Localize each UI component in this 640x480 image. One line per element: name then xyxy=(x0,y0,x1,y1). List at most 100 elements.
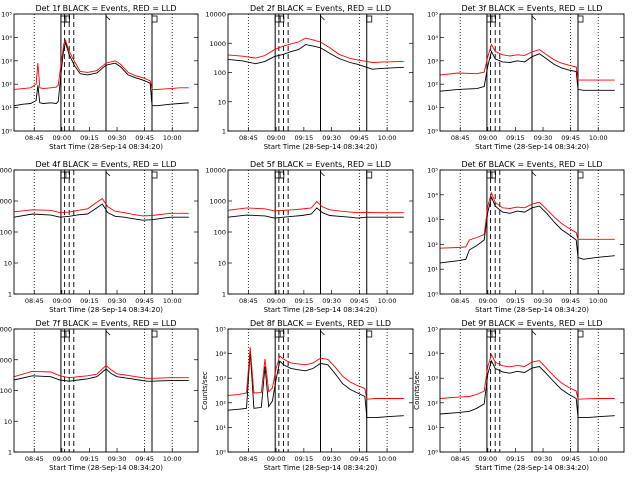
series-events-line xyxy=(13,203,189,221)
region-marker xyxy=(577,171,584,179)
y-tick-label: 10⁰ xyxy=(427,128,438,136)
y-tick-label: 10⁰ xyxy=(427,449,438,457)
y-tick-label: 10⁴ xyxy=(427,34,438,42)
x-tick-label: 10:00 xyxy=(378,455,397,463)
arrow-marker xyxy=(531,171,537,180)
x-tick-label: 09:30 xyxy=(108,455,127,463)
y-tick-label: 10⁴ xyxy=(215,350,226,358)
y-tick-label: 10⁵ xyxy=(427,11,438,19)
x-axis-label: Start Time (28-Sep-14 08:34:20) xyxy=(475,306,589,314)
region-marker xyxy=(278,330,285,338)
panel-title: Det 9f BLACK = Events, RED = LLD xyxy=(461,319,602,328)
x-tick-label: 09:15 xyxy=(294,455,313,463)
arrow-marker xyxy=(105,15,111,24)
series-lld-line xyxy=(13,197,189,217)
y-tick-label: 10¹ xyxy=(427,424,438,432)
x-axis-label: Start Time (28-Sep-14 08:34:20) xyxy=(49,306,163,314)
y-tick-label: 10⁵ xyxy=(1,11,12,19)
series-lld-line xyxy=(439,353,615,400)
region-marker xyxy=(60,330,67,338)
y-tick-label: 100 xyxy=(0,387,12,395)
x-tick-label: 10:00 xyxy=(163,297,182,305)
y-tick-label: 10⁰ xyxy=(1,128,12,136)
y-tick-label: 10⁴ xyxy=(427,191,438,199)
x-tick-label: 08:45 xyxy=(239,455,258,463)
plot-frame xyxy=(439,328,625,453)
x-tick-label: 09:30 xyxy=(534,134,553,142)
plot-frame xyxy=(439,169,625,295)
region-marker xyxy=(366,171,373,179)
x-tick-label: 09:15 xyxy=(294,134,313,142)
y-axis-label: Counts/sec xyxy=(413,371,421,410)
panel-title: Det 7f BLACK = Events, RED = LLD xyxy=(35,319,176,328)
x-tick-label: 10:00 xyxy=(589,134,608,142)
x-tick-label: 10:00 xyxy=(163,134,182,142)
region-marker xyxy=(366,15,373,23)
x-tick-label: 09:15 xyxy=(80,455,99,463)
series-events-line xyxy=(227,351,404,419)
x-tick-label: 08:45 xyxy=(25,297,44,305)
y-tick-label: 10¹ xyxy=(1,104,12,112)
x-tick-label: 09:45 xyxy=(135,297,154,305)
series-events-line xyxy=(439,359,615,419)
y-tick-label: 10⁵ xyxy=(427,326,438,334)
x-tick-label: 09:30 xyxy=(322,455,341,463)
series-events-line xyxy=(13,368,189,382)
x-tick-label: 09:15 xyxy=(294,297,313,305)
panel-5: 1 10 100 1000 10000 08:45 09:00 09:15 09:30 09:45… xyxy=(205,160,414,314)
region-marker xyxy=(486,330,493,338)
region-marker xyxy=(577,15,584,23)
x-tick-label: 09:00 xyxy=(52,134,71,142)
x-tick-label: 09:30 xyxy=(534,455,553,463)
series-lld-line xyxy=(13,364,189,379)
x-tick-label: 09:30 xyxy=(534,297,553,305)
y-tick-label: 10000 xyxy=(205,11,226,19)
y-tick-label: 10 xyxy=(4,418,12,426)
region-marker xyxy=(274,330,281,338)
series-lld-line xyxy=(227,37,404,63)
series-lld-line xyxy=(227,201,404,214)
x-tick-label: 09:00 xyxy=(267,455,286,463)
region-marker xyxy=(274,171,281,179)
arrow-marker xyxy=(320,15,325,24)
x-axis-label: Start Time (28-Sep-14 08:34:20) xyxy=(264,464,378,472)
region-marker xyxy=(274,15,281,23)
plot-frame xyxy=(13,13,199,132)
series-lld-line xyxy=(13,39,189,90)
y-tick-label: 10000 xyxy=(0,326,12,334)
panel-title: Det 1f BLACK = Events, RED = LLD xyxy=(35,4,176,13)
arrow-marker xyxy=(105,171,111,180)
region-marker xyxy=(151,15,158,23)
arrow-marker xyxy=(320,330,325,339)
x-tick-label: 09:15 xyxy=(80,134,99,142)
x-tick-label: 08:45 xyxy=(239,134,258,142)
y-tick-label: 10000 xyxy=(0,167,12,175)
y-tick-label: 100 xyxy=(214,69,226,77)
x-tick-label: 09:30 xyxy=(322,134,341,142)
x-tick-label: 09:45 xyxy=(135,134,154,142)
x-tick-label: 09:45 xyxy=(561,134,580,142)
x-tick-label: 09:30 xyxy=(108,134,127,142)
series-events-line xyxy=(13,40,189,107)
series-lld-line xyxy=(439,43,615,81)
y-tick-label: 1 xyxy=(222,128,226,136)
x-axis-label: Start Time (28-Sep-14 08:34:20) xyxy=(49,464,163,472)
y-tick-label: 10000 xyxy=(205,167,226,175)
region-marker xyxy=(151,330,158,338)
region-marker xyxy=(64,171,70,179)
region-marker xyxy=(278,171,285,179)
x-tick-label: 09:45 xyxy=(350,297,369,305)
panel-3: 10⁰ 10¹ 10² 10³ 10⁴ 10⁵ 08:45 09:00 09:15 09:30 09… xyxy=(427,4,625,151)
y-tick-label: 100 xyxy=(214,229,226,237)
x-tick-label: 09:15 xyxy=(506,134,525,142)
y-tick-label: 100 xyxy=(0,229,12,237)
y-tick-label: 1 xyxy=(222,291,226,299)
x-tick-label: 08:45 xyxy=(451,455,470,463)
y-tick-label: 10³ xyxy=(427,375,438,383)
x-tick-label: 09:45 xyxy=(350,134,369,142)
y-tick-label: 1000 xyxy=(0,198,12,206)
y-tick-label: 10² xyxy=(427,81,438,89)
panel-8: 10⁰ 10¹ 10² 10³ 10⁴ 10⁵ 08:45 09:00 09:15 09:30 09… xyxy=(201,319,414,472)
x-tick-label: 09:00 xyxy=(52,455,71,463)
